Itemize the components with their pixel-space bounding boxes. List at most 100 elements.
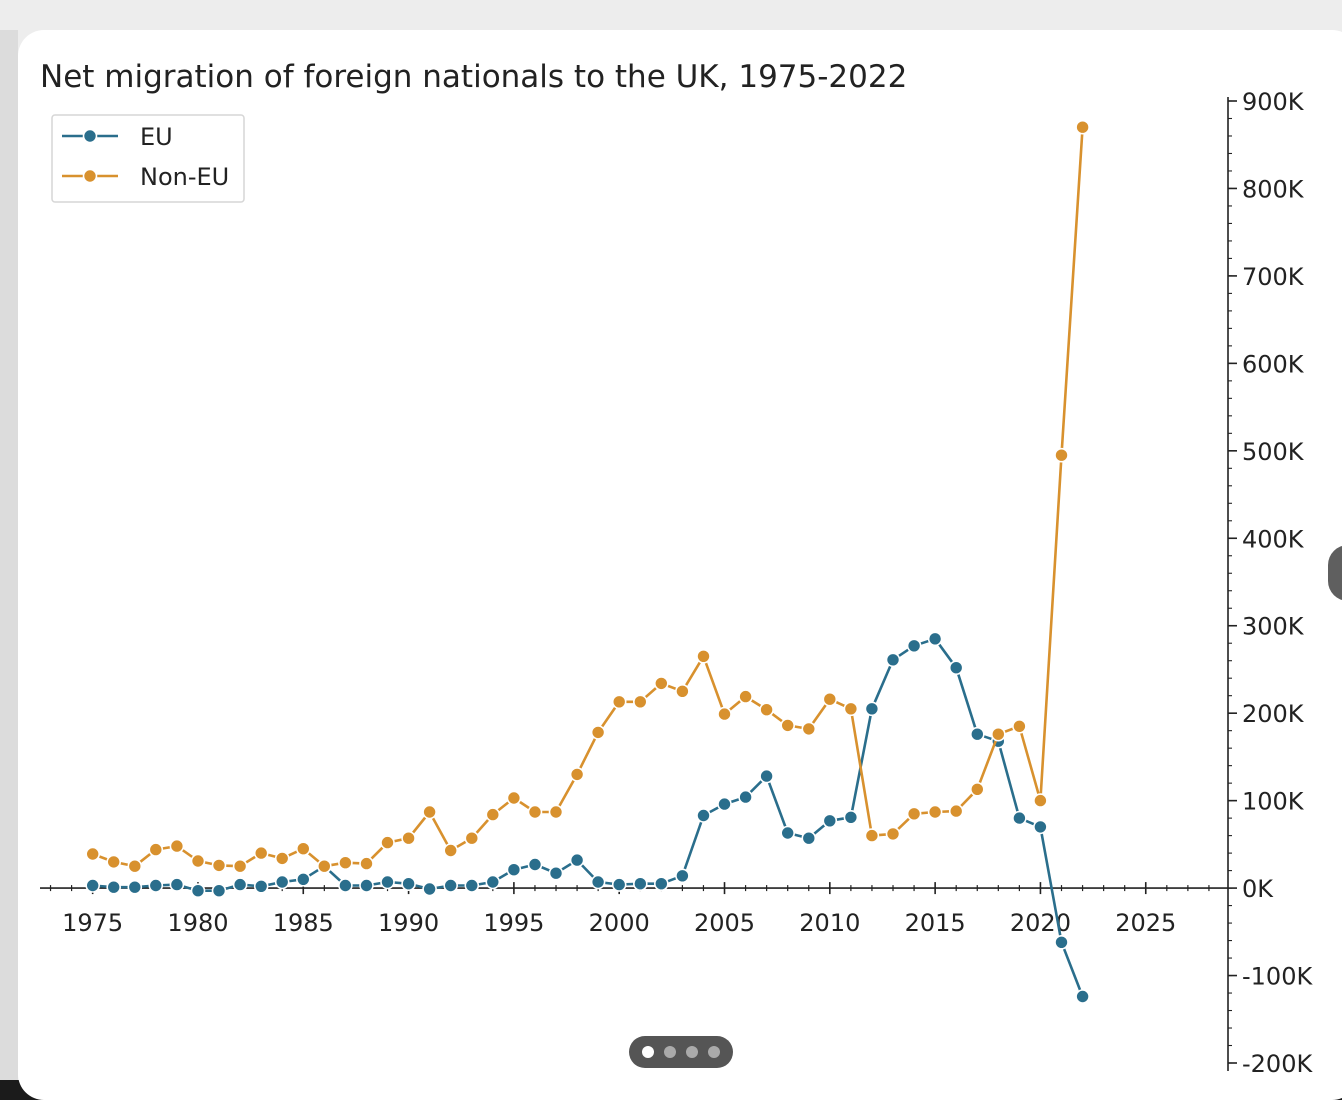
data-point	[485, 807, 501, 822]
data-point	[380, 835, 395, 850]
data-point	[738, 789, 753, 805]
data-point	[443, 878, 459, 893]
series-line	[92, 127, 1084, 868]
data-point	[148, 878, 164, 893]
data-point	[527, 857, 543, 872]
legend-label: EU	[140, 123, 173, 151]
data-point	[295, 871, 311, 887]
series-eu	[85, 631, 1090, 1004]
data-point	[527, 804, 543, 820]
data-point	[232, 877, 248, 892]
y-tick-label: 800K	[1242, 175, 1305, 203]
data-point	[338, 855, 353, 871]
data-point	[274, 851, 290, 866]
data-point	[211, 858, 227, 873]
pager-dot-2[interactable]	[664, 1046, 676, 1058]
y-tick-label: 300K	[1242, 613, 1305, 641]
data-point	[316, 858, 332, 874]
pager-dot-4[interactable]	[708, 1046, 720, 1058]
data-point	[295, 841, 311, 857]
chart-card	[18, 30, 1342, 1100]
data-point	[843, 701, 859, 717]
y-tick-label: 100K	[1242, 788, 1305, 816]
pager-dot-1[interactable]	[642, 1046, 654, 1058]
x-tick-label: 2025	[1115, 909, 1176, 937]
data-point	[127, 879, 143, 895]
y-tick-label: -200K	[1242, 1050, 1313, 1078]
data-point	[1075, 989, 1090, 1004]
data-point	[653, 676, 669, 691]
data-point	[569, 767, 585, 782]
data-point	[864, 701, 880, 717]
x-tick-label: 1990	[378, 909, 439, 937]
data-point	[717, 706, 732, 722]
data-point	[464, 830, 480, 846]
data-point	[675, 683, 690, 699]
x-tick-label: 2005	[694, 909, 755, 937]
x-tick-label: 1975	[62, 909, 123, 937]
next-image-handle[interactable]	[1328, 545, 1342, 601]
data-point	[906, 806, 922, 822]
data-point	[990, 726, 1006, 742]
y-tick-label: 900K	[1242, 88, 1305, 116]
data-point	[401, 876, 416, 892]
series-non-eu	[85, 119, 1090, 874]
data-point	[780, 825, 796, 841]
data-point	[274, 874, 290, 890]
data-point	[653, 876, 669, 892]
chart-legend: EU Non-EU	[51, 114, 245, 203]
x-tick-label: 1980	[167, 909, 228, 937]
data-point	[927, 631, 943, 647]
data-point	[864, 828, 880, 843]
y-tick-label: 700K	[1242, 263, 1305, 291]
data-point	[738, 689, 753, 704]
pager-dot-3[interactable]	[686, 1046, 698, 1058]
legend-swatch-marker	[82, 168, 98, 184]
legend-entry-eu: EU	[62, 123, 173, 151]
legend-entry-non-eu: Non-EU	[62, 163, 229, 191]
data-point	[85, 878, 100, 893]
data-point	[948, 803, 964, 819]
chart-title: Net migration of foreign nationals to th…	[40, 59, 907, 95]
data-point	[822, 691, 838, 707]
data-point	[506, 862, 522, 878]
data-point	[232, 858, 248, 874]
y-tick-label: 500K	[1242, 438, 1305, 466]
data-point	[359, 878, 374, 893]
legend-swatch-marker	[82, 128, 98, 144]
data-point	[1012, 810, 1027, 826]
data-point	[759, 768, 774, 784]
data-point	[485, 874, 501, 890]
previous-image-strip[interactable]	[0, 30, 18, 1080]
data-point	[759, 702, 774, 718]
data-point	[569, 852, 585, 868]
data-point	[632, 694, 648, 710]
data-point	[253, 845, 269, 861]
data-point	[1012, 718, 1027, 734]
data-point	[1054, 934, 1069, 950]
x-tick-label: 2020	[1010, 909, 1071, 937]
x-tick-label: 1995	[483, 909, 544, 937]
data-point	[338, 878, 353, 893]
data-point	[359, 856, 374, 871]
data-point	[85, 846, 100, 862]
data-point	[1033, 793, 1048, 808]
carousel-pager[interactable]	[629, 1036, 733, 1068]
data-point	[1075, 119, 1090, 135]
data-point	[506, 790, 522, 806]
series-layer	[85, 119, 1090, 1004]
data-point	[464, 878, 480, 893]
data-point	[675, 868, 690, 884]
data-point	[906, 638, 922, 654]
data-point	[1054, 447, 1069, 463]
data-point	[548, 804, 564, 820]
data-point	[611, 694, 627, 710]
data-point	[696, 648, 711, 664]
data-point	[948, 660, 964, 676]
data-point	[590, 874, 606, 890]
data-point	[401, 830, 416, 846]
data-point	[717, 796, 732, 812]
data-point	[190, 883, 206, 899]
